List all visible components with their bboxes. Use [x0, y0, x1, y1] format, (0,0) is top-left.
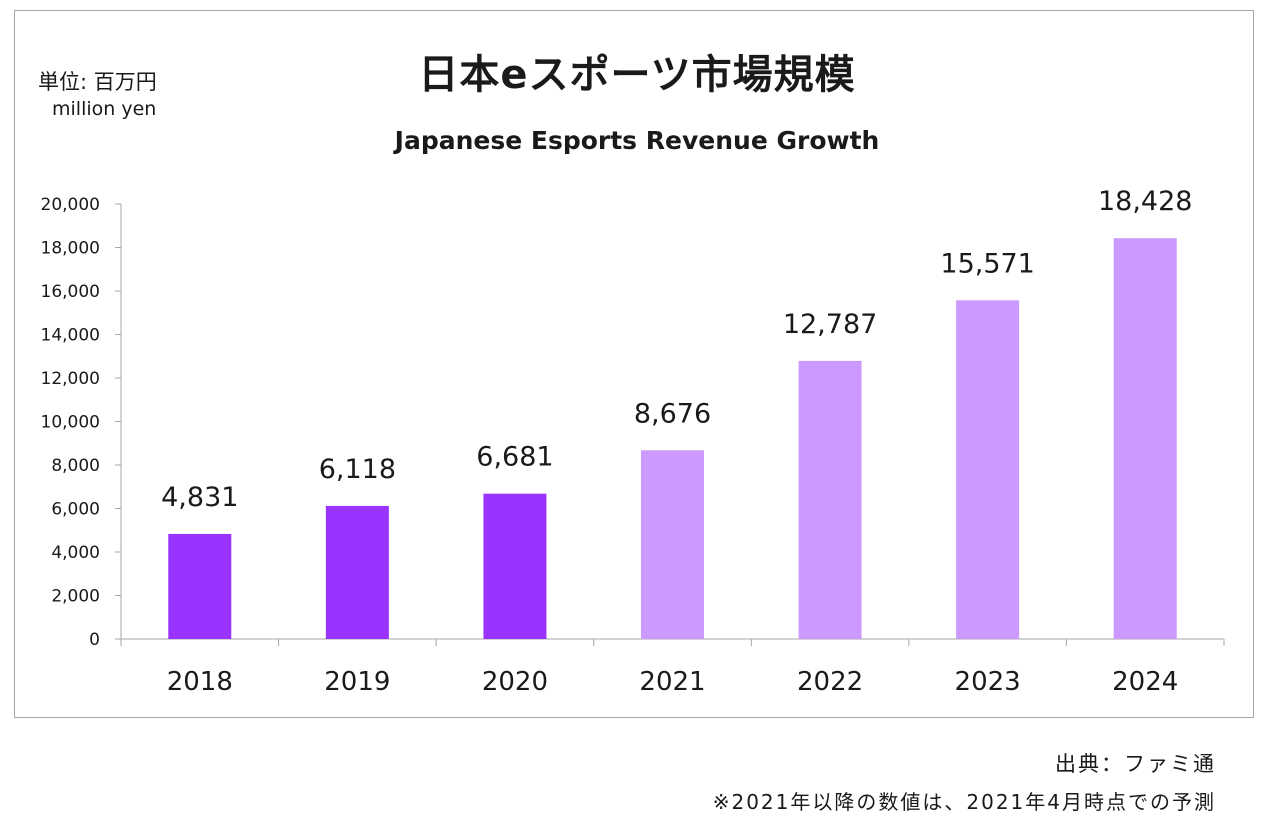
chart-subtitle: Japanese Esports Revenue Growth: [394, 126, 880, 155]
data-label-2024: 18,428: [1098, 186, 1192, 217]
x-tick-label-2018: 2018: [167, 667, 233, 697]
data-label-2022: 12,787: [783, 309, 877, 340]
y-tick-label: 16,000: [41, 282, 100, 302]
bar-2019: [325, 505, 389, 639]
x-tick-label-2022: 2022: [797, 667, 863, 697]
chart-title: 日本eスポーツ市場規模: [418, 52, 856, 98]
y-tick-label: 0: [89, 630, 100, 650]
data-label-2019: 6,118: [319, 454, 396, 485]
y-tick-label: 8,000: [51, 456, 100, 476]
bar-2018: [168, 533, 232, 639]
data-label-2021: 8,676: [634, 398, 711, 429]
y-tick-label: 10,000: [41, 413, 100, 433]
data-label-2018: 4,831: [161, 482, 238, 513]
source-note: 出典：ファミ通: [1055, 752, 1216, 776]
bar-2020: [483, 493, 547, 639]
data-label-2020: 6,681: [476, 442, 553, 473]
y-tick-label: 14,000: [41, 326, 100, 346]
y-tick-label: 6,000: [51, 500, 100, 520]
y-tick-label: 2,000: [51, 587, 100, 607]
y-tick-label: 18,000: [41, 239, 100, 259]
bar-2023: [956, 300, 1020, 639]
unit-label-en: million yen: [52, 98, 157, 120]
y-tick-label: 12,000: [41, 369, 100, 389]
forecast-note: ※2021年以降の数値は、2021年4月時点での予測: [712, 790, 1216, 814]
data-label-2023: 15,571: [940, 248, 1034, 279]
bar-2022: [798, 360, 862, 639]
bar-2024: [1113, 238, 1177, 640]
y-tick-label: 4,000: [51, 543, 100, 563]
x-tick-label-2021: 2021: [639, 667, 705, 697]
y-tick-label: 20,000: [41, 195, 100, 215]
x-tick-label-2023: 2023: [955, 667, 1021, 697]
x-tick-label-2024: 2024: [1112, 667, 1178, 697]
bar-2021: [641, 450, 704, 639]
x-tick-label-2019: 2019: [324, 667, 390, 697]
x-tick-label-2020: 2020: [482, 667, 548, 697]
unit-label-ja: 単位: 百万円: [38, 70, 157, 94]
